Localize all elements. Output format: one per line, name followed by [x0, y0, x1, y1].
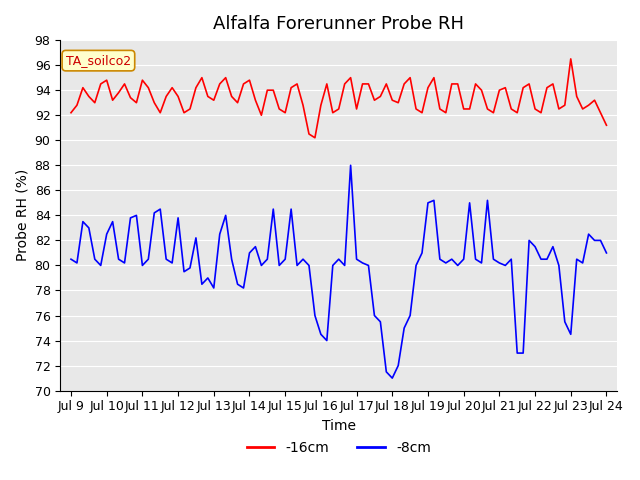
Title: Alfalfa Forerunner Probe RH: Alfalfa Forerunner Probe RH: [213, 15, 464, 33]
Y-axis label: Probe RH (%): Probe RH (%): [15, 169, 29, 262]
X-axis label: Time: Time: [322, 419, 356, 433]
Text: TA_soilco2: TA_soilco2: [66, 54, 131, 67]
Legend: -16cm, -8cm: -16cm, -8cm: [241, 436, 436, 461]
